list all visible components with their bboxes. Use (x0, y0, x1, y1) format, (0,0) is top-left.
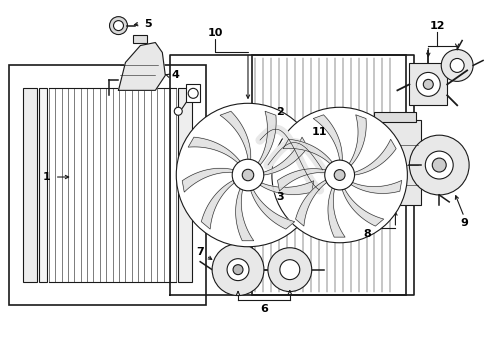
Polygon shape (188, 137, 240, 163)
Polygon shape (349, 115, 366, 166)
Bar (252, 55, 406, 294)
Text: 12: 12 (430, 21, 445, 31)
Bar (9, 66, 206, 305)
Bar (409, 63, 447, 105)
Circle shape (174, 107, 182, 115)
Polygon shape (201, 180, 234, 229)
Polygon shape (277, 169, 326, 191)
Circle shape (280, 260, 300, 280)
Circle shape (212, 244, 264, 296)
Circle shape (227, 259, 249, 280)
Bar (369, 120, 421, 205)
Text: 11: 11 (312, 127, 327, 137)
Polygon shape (351, 180, 402, 193)
Polygon shape (342, 189, 384, 226)
Circle shape (272, 107, 407, 243)
Circle shape (268, 248, 312, 292)
Circle shape (450, 58, 464, 72)
Circle shape (423, 80, 433, 89)
Circle shape (233, 265, 243, 275)
Polygon shape (260, 181, 314, 194)
Text: 7: 7 (196, 247, 204, 257)
Circle shape (416, 72, 440, 96)
Bar (133, 35, 147, 42)
Text: 3: 3 (276, 192, 284, 202)
Circle shape (425, 151, 453, 179)
Bar (39, 88, 47, 282)
Text: 2: 2 (276, 107, 284, 117)
Circle shape (409, 135, 469, 195)
Bar (186, 84, 200, 102)
Circle shape (110, 17, 127, 35)
Circle shape (188, 88, 198, 98)
Polygon shape (313, 115, 342, 160)
Text: 10: 10 (207, 28, 223, 37)
Polygon shape (295, 180, 327, 226)
Bar (374, 112, 416, 122)
Polygon shape (220, 111, 251, 159)
Bar (178, 88, 192, 282)
Polygon shape (236, 189, 254, 241)
Polygon shape (328, 188, 345, 237)
Polygon shape (258, 111, 276, 165)
Polygon shape (182, 168, 233, 192)
Text: 5: 5 (145, 19, 152, 28)
Text: 8: 8 (364, 229, 371, 239)
Circle shape (232, 159, 264, 191)
Circle shape (176, 103, 319, 247)
Polygon shape (264, 137, 308, 175)
Circle shape (432, 158, 446, 172)
Circle shape (441, 50, 473, 81)
Polygon shape (283, 139, 332, 163)
Circle shape (334, 170, 345, 180)
Polygon shape (251, 190, 294, 229)
Text: 1: 1 (43, 172, 50, 182)
Circle shape (325, 160, 355, 190)
Circle shape (114, 21, 123, 31)
Text: 9: 9 (460, 218, 468, 228)
Polygon shape (354, 139, 396, 175)
Text: 6: 6 (260, 305, 268, 315)
Circle shape (242, 169, 254, 181)
Polygon shape (119, 42, 165, 90)
Text: 4: 4 (172, 71, 179, 80)
Bar (23, 88, 37, 282)
